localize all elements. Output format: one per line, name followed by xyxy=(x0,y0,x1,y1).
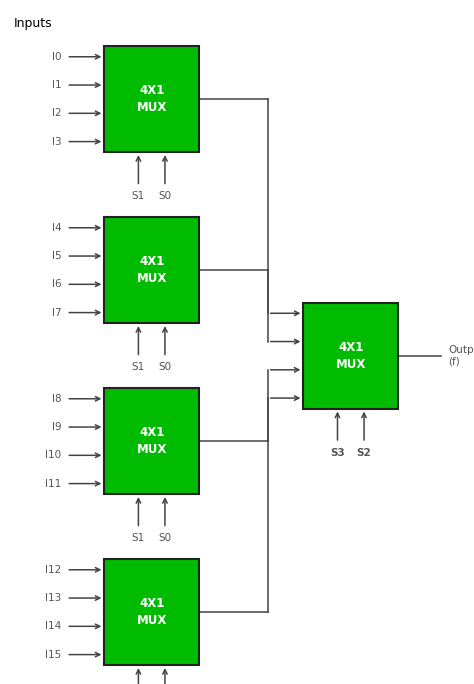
Text: 4X1
MUX: 4X1 MUX xyxy=(336,341,366,371)
Text: S0: S0 xyxy=(158,534,172,543)
Text: S1: S1 xyxy=(132,534,145,543)
Text: Inputs: Inputs xyxy=(14,17,53,30)
Text: I7: I7 xyxy=(52,308,62,317)
Text: I13: I13 xyxy=(46,593,62,603)
Bar xyxy=(104,218,199,324)
Text: I10: I10 xyxy=(46,450,62,460)
Text: 4X1
MUX: 4X1 MUX xyxy=(137,84,167,114)
Text: I8: I8 xyxy=(52,394,62,404)
Text: Output
(f): Output (f) xyxy=(448,345,474,367)
Text: 4X1
MUX: 4X1 MUX xyxy=(137,426,167,456)
Text: I15: I15 xyxy=(46,650,62,659)
Text: S0: S0 xyxy=(158,363,172,372)
Text: I14: I14 xyxy=(46,621,62,631)
Text: I0: I0 xyxy=(52,52,62,62)
Text: S2: S2 xyxy=(356,448,372,458)
Text: I9: I9 xyxy=(52,422,62,432)
Text: I1: I1 xyxy=(52,80,62,90)
Bar xyxy=(104,389,199,494)
Text: S0: S0 xyxy=(158,192,172,201)
Text: I11: I11 xyxy=(46,479,62,488)
Text: I3: I3 xyxy=(52,137,62,146)
Text: I6: I6 xyxy=(52,279,62,289)
Bar xyxy=(303,302,398,409)
Bar xyxy=(104,47,199,153)
Bar xyxy=(104,560,199,665)
Text: I4: I4 xyxy=(52,223,62,233)
Text: I2: I2 xyxy=(52,108,62,118)
Text: I12: I12 xyxy=(46,565,62,575)
Text: S1: S1 xyxy=(132,192,145,201)
Text: S1: S1 xyxy=(132,363,145,372)
Text: 4X1
MUX: 4X1 MUX xyxy=(137,597,167,627)
Text: I5: I5 xyxy=(52,251,62,261)
Text: 4X1
MUX: 4X1 MUX xyxy=(137,255,167,285)
Text: S3: S3 xyxy=(330,448,345,458)
